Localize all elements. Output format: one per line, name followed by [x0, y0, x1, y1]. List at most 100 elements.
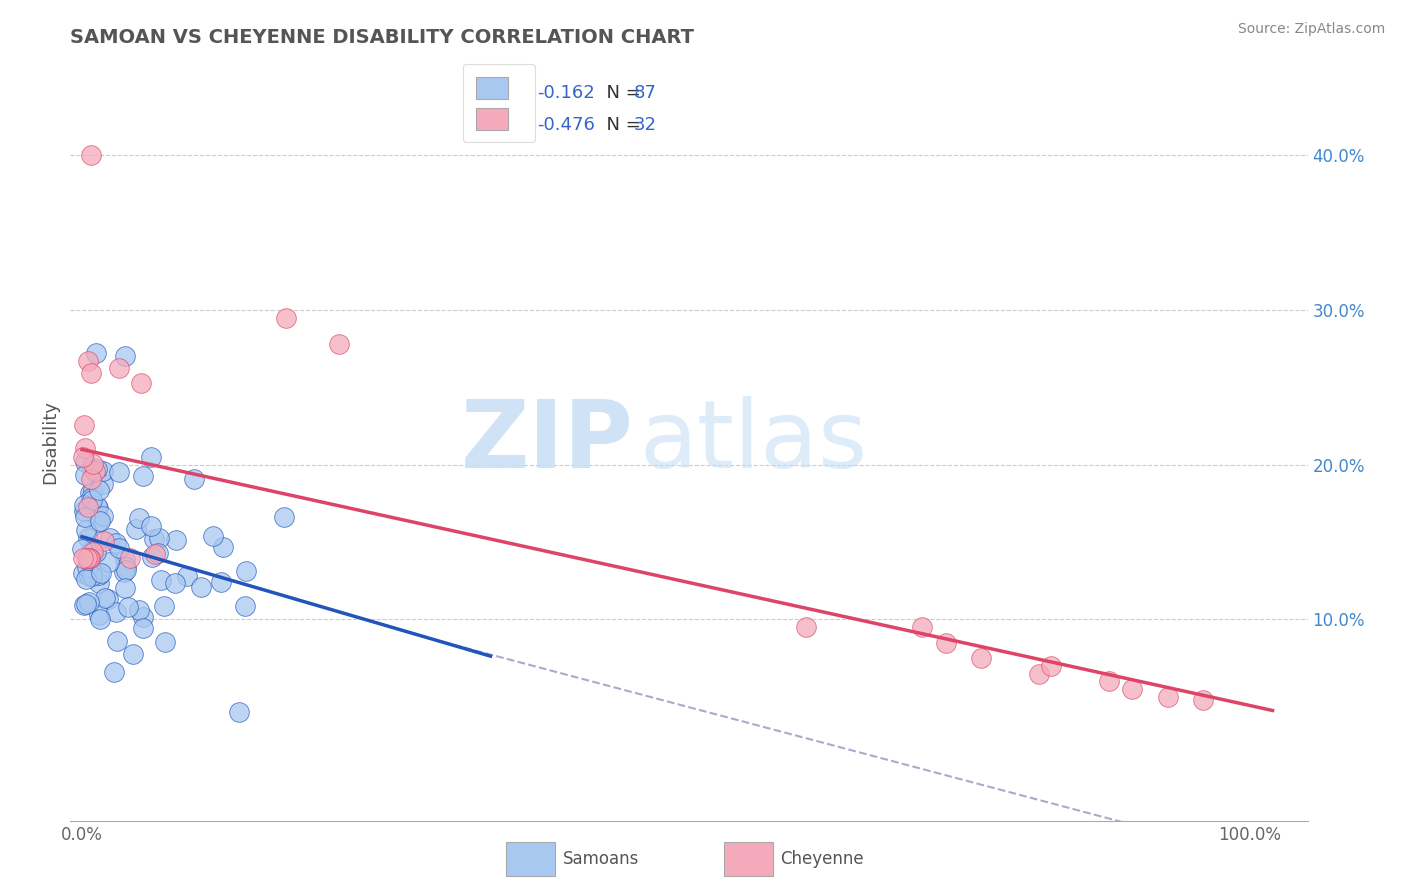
- Point: [108, 361, 131, 376]
- Point: [1191, 693, 1213, 707]
- Point: [76, 550, 98, 565]
- Point: [163, 575, 186, 590]
- Point: [75, 597, 97, 611]
- Text: N =: N =: [595, 116, 647, 134]
- Point: [80, 542, 103, 557]
- Point: [153, 599, 176, 613]
- Point: [89, 612, 111, 626]
- Text: N =: N =: [595, 84, 647, 102]
- Point: [1039, 659, 1062, 673]
- Point: [139, 450, 162, 464]
- Point: [87, 515, 110, 529]
- Point: [75, 524, 97, 538]
- Point: [87, 576, 110, 591]
- Point: [794, 620, 817, 634]
- Point: [1098, 674, 1121, 689]
- Point: [211, 541, 233, 555]
- Point: [121, 647, 143, 661]
- Point: [94, 591, 117, 605]
- Point: [86, 499, 108, 513]
- Point: [84, 465, 107, 479]
- Text: 32: 32: [633, 116, 657, 134]
- Point: [125, 522, 148, 536]
- Point: [104, 536, 127, 550]
- Point: [72, 417, 94, 432]
- Point: [276, 310, 298, 325]
- Point: [142, 532, 165, 546]
- Point: [75, 441, 97, 455]
- Point: [1156, 690, 1178, 704]
- Point: [91, 508, 114, 523]
- Point: [91, 477, 114, 491]
- Point: [77, 531, 100, 545]
- Point: [190, 580, 212, 594]
- Point: [72, 450, 94, 464]
- Point: [228, 706, 250, 720]
- Point: [328, 337, 350, 351]
- Text: SAMOAN VS CHEYENNE DISABILITY CORRELATION CHART: SAMOAN VS CHEYENNE DISABILITY CORRELATIO…: [70, 28, 695, 47]
- Point: [76, 553, 98, 567]
- Point: [97, 592, 120, 607]
- Point: [100, 531, 122, 545]
- Point: [141, 549, 163, 564]
- Point: [82, 483, 104, 497]
- Point: [80, 491, 103, 505]
- Point: [70, 542, 93, 557]
- Point: [76, 354, 98, 368]
- Point: [84, 346, 107, 360]
- Text: Cheyenne: Cheyenne: [780, 850, 863, 868]
- Point: [82, 544, 104, 558]
- Point: [235, 564, 257, 578]
- Point: [89, 483, 111, 498]
- Point: [128, 603, 150, 617]
- Point: [86, 462, 108, 476]
- Point: [75, 572, 97, 586]
- Point: [73, 510, 96, 524]
- Point: [148, 531, 170, 545]
- Point: [183, 472, 205, 486]
- Point: [89, 514, 111, 528]
- Point: [970, 651, 993, 665]
- Point: [73, 498, 96, 512]
- Point: [84, 545, 107, 559]
- Point: [132, 610, 155, 624]
- Point: [128, 510, 150, 524]
- Point: [114, 563, 136, 577]
- Point: [73, 503, 96, 517]
- Point: [91, 464, 114, 478]
- Point: [1028, 666, 1050, 681]
- Point: [105, 634, 128, 648]
- Text: 87: 87: [633, 84, 657, 102]
- Point: [72, 599, 94, 613]
- Point: [80, 472, 103, 486]
- Point: [77, 568, 100, 582]
- Point: [93, 533, 115, 548]
- Point: [143, 547, 166, 561]
- Text: R =: R =: [498, 84, 536, 102]
- Legend: , : ,: [463, 64, 536, 142]
- Point: [146, 546, 169, 560]
- Point: [89, 607, 111, 622]
- Point: [155, 635, 177, 649]
- Point: [82, 463, 104, 477]
- Point: [107, 465, 129, 479]
- Point: [82, 457, 104, 471]
- Point: [165, 533, 187, 547]
- Point: [79, 486, 101, 500]
- Point: [139, 518, 162, 533]
- Text: atlas: atlas: [640, 395, 868, 488]
- Point: [209, 574, 232, 589]
- Point: [129, 376, 152, 390]
- Point: [233, 599, 256, 613]
- Point: [114, 349, 136, 363]
- Y-axis label: Disability: Disability: [41, 400, 59, 483]
- Point: [82, 492, 104, 507]
- Point: [112, 566, 135, 580]
- Point: [108, 541, 131, 555]
- Point: [79, 497, 101, 511]
- Point: [77, 595, 100, 609]
- Text: -0.162: -0.162: [537, 84, 595, 102]
- Point: [87, 568, 110, 582]
- Point: [114, 581, 136, 595]
- Point: [273, 510, 295, 524]
